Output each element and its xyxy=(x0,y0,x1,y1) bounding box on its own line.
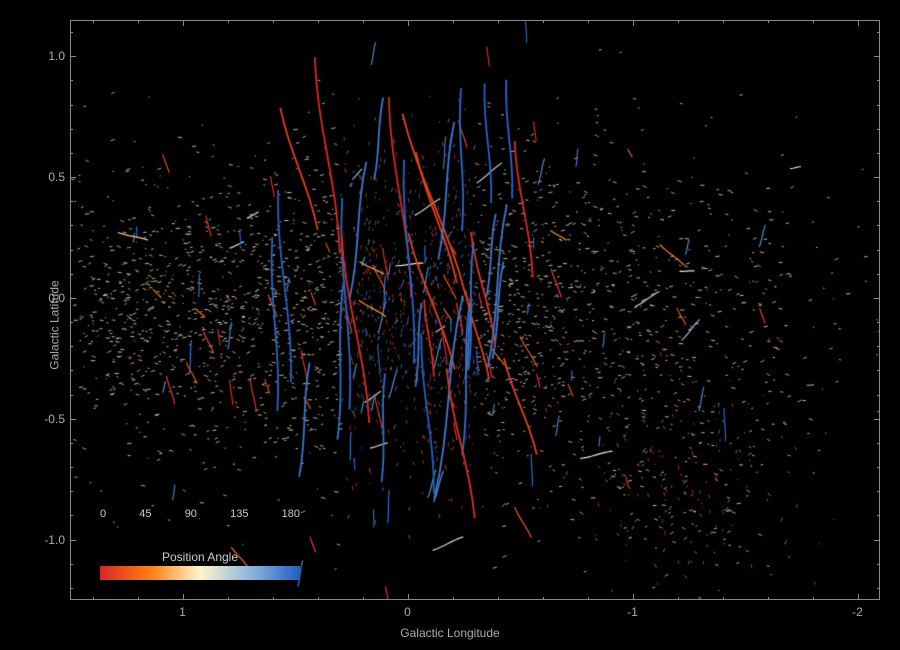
colorbar-tick-label: 90 xyxy=(185,508,197,520)
colorbar-title: Position Angle xyxy=(100,550,300,564)
ytick-label: 0.0 xyxy=(40,291,65,305)
colorbar: 04590135180 Position Angle xyxy=(100,538,300,585)
xtick-label: 1 xyxy=(179,605,186,619)
ytick-label: -1.0 xyxy=(40,533,65,547)
colorbar-tick-label: 0 xyxy=(100,508,106,520)
colorbar-ticks: 0 45 90 135 180 xyxy=(100,508,300,520)
xtick-label: -1 xyxy=(627,605,638,619)
ytick-label: 1.0 xyxy=(40,49,65,63)
colorbar-tick-label: 135 xyxy=(230,508,248,520)
xtick-label: -2 xyxy=(852,605,863,619)
colorbar-tick-label: 180 xyxy=(282,508,300,520)
x-axis-label: Galactic Longitude xyxy=(400,626,499,640)
ytick-label: 0.5 xyxy=(40,170,65,184)
ytick-label: -0.5 xyxy=(40,412,65,426)
xtick-label: 0 xyxy=(404,605,411,619)
colorbar-tick-label: 45 xyxy=(139,508,151,520)
colorbar-gradient xyxy=(100,566,300,580)
